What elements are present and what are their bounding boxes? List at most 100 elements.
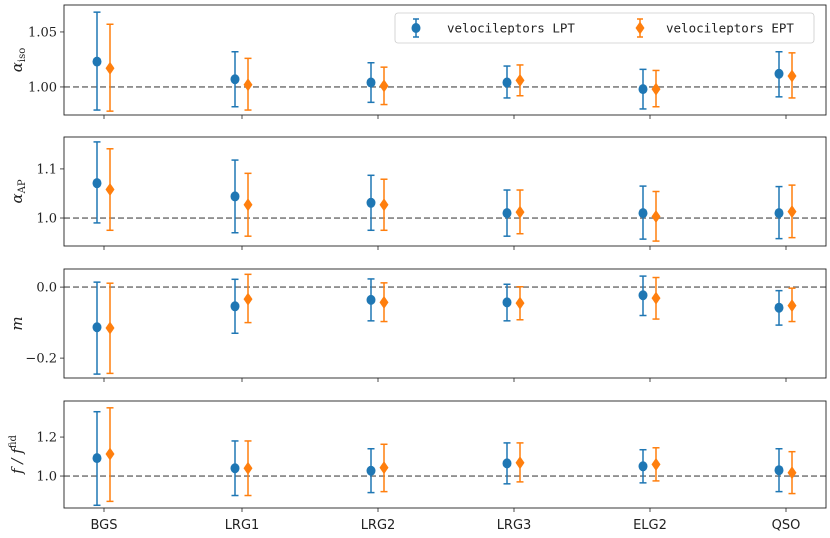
data-point-diamond: [243, 292, 253, 306]
y-tick-label: −0.2: [25, 352, 57, 367]
errorbar-ept-lrg3: [515, 189, 525, 235]
data-point-diamond: [651, 457, 661, 471]
errorbar-lpt-bgs: [92, 410, 102, 507]
errorbar-ept-lrg2: [379, 178, 389, 232]
errorbar-ept-lrg2: [379, 443, 389, 493]
data-point-circle: [502, 297, 512, 308]
errorbar-ept-lrg3: [515, 286, 525, 321]
y-axis-label: m: [8, 316, 26, 330]
y-label-main: α: [8, 193, 26, 203]
data-point-circle: [638, 208, 648, 219]
data-point-circle: [366, 77, 376, 88]
axes-frame: [63, 136, 827, 247]
data-point-circle: [366, 294, 376, 305]
legend-label: velocileptors EPT: [666, 21, 794, 36]
legend-frame: [394, 12, 815, 44]
errorbar-ept-lrg2: [379, 66, 389, 106]
y-label-main: α: [8, 62, 26, 72]
data-point-diamond: [379, 198, 389, 212]
errorbar-ept-elg2: [651, 447, 661, 482]
data-point-diamond: [515, 296, 525, 310]
errorbar-ept-qso: [787, 287, 797, 323]
data-point-diamond: [787, 299, 797, 313]
legend: velocileptors LPT velocileptors EPT: [394, 12, 815, 44]
data-point-diamond: [651, 210, 661, 224]
data-point-diamond: [515, 456, 525, 470]
y-axis-label: f / ffid: [8, 435, 26, 475]
data-point-diamond: [243, 198, 253, 212]
errorbar-lpt-elg2: [638, 68, 648, 110]
data-point-circle: [502, 458, 512, 469]
data-point-diamond: [243, 461, 253, 475]
data-point-circle: [92, 178, 102, 189]
errorbar-ept-qso: [787, 52, 797, 99]
data-point-diamond: [105, 61, 115, 75]
errorbar-lpt-qso: [774, 51, 784, 98]
data-point-diamond: [651, 291, 661, 305]
data-point-circle: [502, 77, 512, 88]
errorbar-ept-elg2: [651, 190, 661, 242]
data-point-circle: [774, 68, 784, 79]
data-point-circle: [366, 197, 376, 208]
data-point-diamond: [105, 183, 115, 197]
data-point-diamond: [379, 461, 389, 475]
errorbar-lpt-lrg1: [230, 278, 240, 335]
errorbar-lpt-lrg2: [366, 62, 376, 104]
data-point-circle: [638, 290, 648, 301]
data-point-circle: [774, 302, 784, 313]
data-point-circle: [774, 208, 784, 219]
y-tick-label: 1.2: [36, 431, 57, 446]
x-tick-label: LRG2: [361, 518, 396, 533]
data-point-circle: [92, 322, 102, 333]
y-label-main: f / f: [8, 446, 26, 475]
errorbar-lpt-lrg3: [502, 189, 512, 237]
panel-2: −0.2 0.0 m: [8, 268, 827, 382]
data-point-diamond: [787, 205, 797, 219]
data-point-circle: [638, 84, 648, 95]
errorbar-lpt-lrg3: [502, 283, 512, 322]
axes-frame: [63, 400, 827, 509]
data-point-circle: [92, 453, 102, 464]
data-point-circle: [638, 461, 648, 472]
panel-1: 1.0 1.1 αAP: [8, 136, 827, 250]
x-tick-label: LRG3: [497, 518, 532, 533]
errorbar-ept-lrg3: [515, 64, 525, 97]
data-point-diamond: [787, 69, 797, 83]
errorbar-ept-qso: [787, 184, 797, 239]
legend-label: velocileptors LPT: [447, 21, 575, 36]
data-point-diamond: [379, 79, 389, 93]
errorbar-ept-elg2: [651, 276, 661, 320]
data-point-circle: [230, 301, 240, 312]
y-label-main: m: [8, 316, 26, 330]
errorbar-lpt-lrg2: [366, 448, 376, 494]
errorbar-ept-lrg1: [243, 172, 253, 237]
y-tick-label: 1.1: [36, 162, 57, 177]
errorbar-ept-qso: [787, 450, 797, 495]
errorbar-ept-elg2: [651, 69, 661, 108]
data-point-diamond: [105, 447, 115, 461]
errorbar-lpt-qso: [774, 448, 784, 493]
y-axis-label: αiso: [8, 48, 28, 73]
data-point-diamond: [379, 295, 389, 309]
x-tick-label: BGS: [90, 518, 117, 533]
legend-entry-lpt: velocileptors LPT: [411, 18, 575, 38]
axes-frame: [63, 4, 827, 116]
data-point-circle: [230, 191, 240, 202]
errorbar-lpt-lrg2: [366, 278, 376, 322]
y-tick-label: 1.0: [36, 470, 57, 485]
y-tick-label: 0.0: [36, 281, 57, 296]
errorbar-lpt-qso: [774, 289, 784, 326]
data-point-circle: [92, 56, 102, 67]
errorbar-ept-lrg1: [243, 57, 253, 111]
y-label-subscript: AP: [17, 179, 28, 194]
panel-3: 1.0 1.2 BGS LRG1 LRG2 LRG3 ELG2 QSO f / ffid: [8, 400, 827, 533]
errorbar-lpt-lrg1: [230, 440, 240, 497]
errorbar-lpt-bgs: [92, 11, 102, 111]
data-point-diamond: [787, 466, 797, 480]
data-point-circle: [230, 463, 240, 474]
errorbar-lpt-lrg2: [366, 174, 376, 232]
errorbar-ept-bgs: [105, 23, 115, 112]
